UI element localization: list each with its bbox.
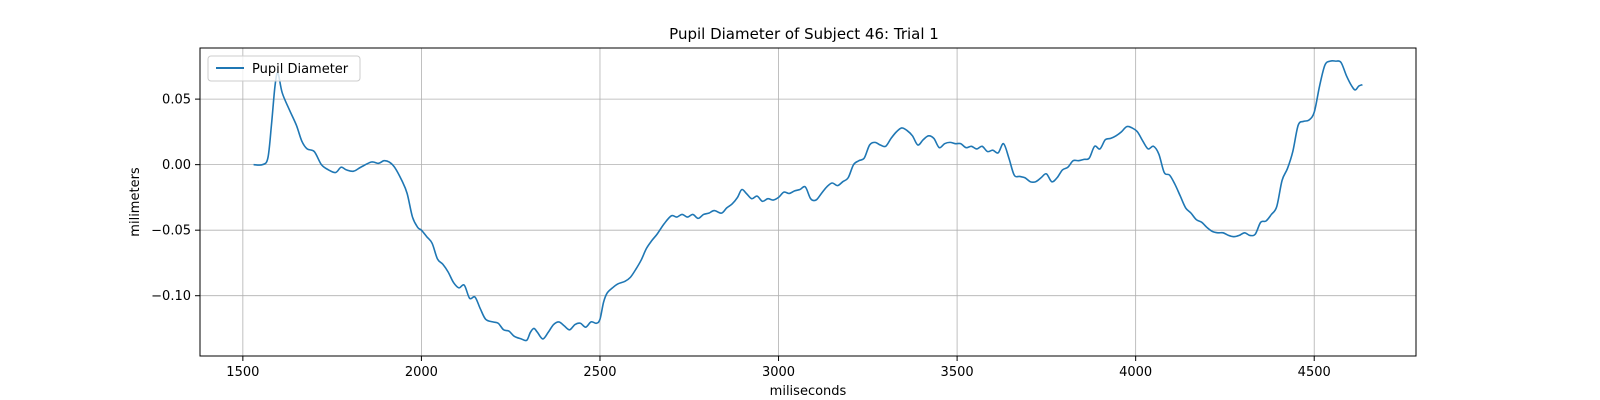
legend-label: Pupil Diameter — [252, 62, 349, 77]
legend: Pupil Diameter — [207, 55, 361, 82]
y-tick-label: 0.00 — [162, 158, 191, 173]
axis-ticks: 1500 2000 2500 3000 3500 4000 4500 −0.10 −0.05 0.… — [151, 93, 1331, 380]
x-tick-label: 4500 — [1298, 365, 1331, 380]
plot-frame — [199, 47, 1417, 357]
x-tick-label: 3500 — [941, 365, 974, 380]
y-axis-label: milimeters — [128, 167, 143, 237]
y-tick-label: 0.05 — [162, 93, 191, 108]
series-line-pupil-diameter — [253, 59, 1363, 342]
chart-title: Pupil Diameter of Subject 46: Trial 1 — [669, 25, 939, 43]
x-axis-label: miliseconds — [770, 384, 847, 399]
y-tick-label: −0.10 — [151, 289, 191, 304]
grid-lines — [200, 48, 1416, 356]
x-tick-label: 3000 — [762, 365, 795, 380]
x-tick-label: 2000 — [405, 365, 438, 380]
x-tick-label: 4000 — [1119, 365, 1152, 380]
data-layer — [253, 59, 1363, 342]
legend-box — [207, 55, 361, 82]
x-tick-label: 1500 — [226, 365, 259, 380]
x-tick-label: 2500 — [583, 365, 616, 380]
y-tick-label: −0.05 — [151, 224, 191, 239]
